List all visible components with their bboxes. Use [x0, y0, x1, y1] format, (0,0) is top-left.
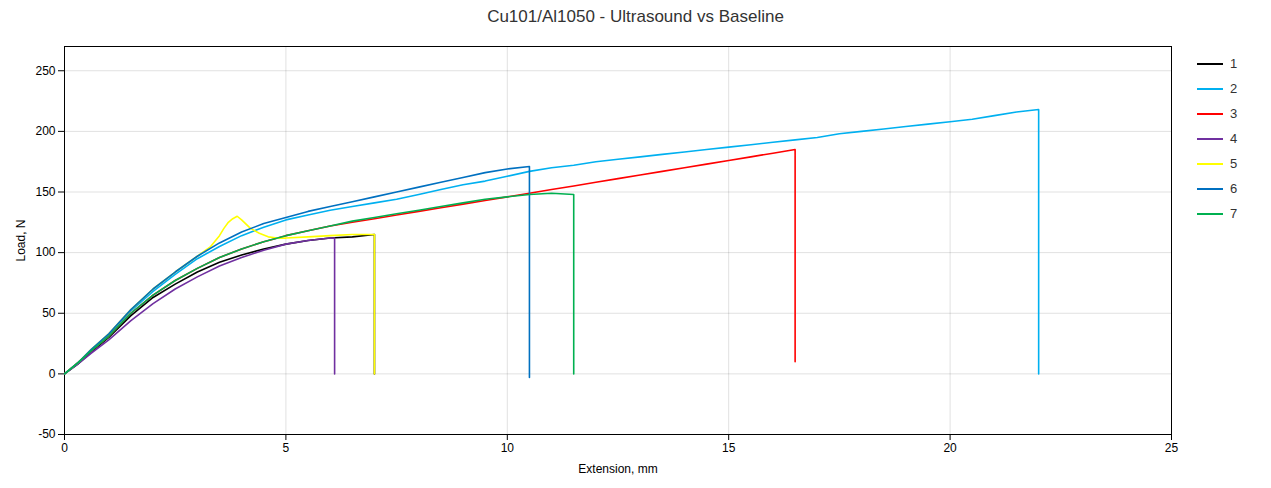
html-text:7: 7 — [1230, 206, 1238, 221]
svg-text:100: 100 — [35, 245, 55, 259]
svg-text:200: 200 — [35, 124, 55, 138]
html-text:4: 4 — [1230, 131, 1238, 146]
svg-text:20: 20 — [943, 441, 957, 455]
html-text:6: 6 — [1230, 181, 1238, 196]
html-text:2: 2 — [1230, 81, 1238, 96]
html-text:5: 5 — [1230, 156, 1238, 171]
svg-text:25: 25 — [1165, 441, 1179, 455]
svg-text:5: 5 — [283, 441, 290, 455]
html-text:1: 1 — [1230, 56, 1238, 71]
html-text:Cu101/Al1050 - Ultrasound vs B: Cu101/Al1050 - Ultrasound vs Baseline — [487, 7, 784, 26]
svg-text:250: 250 — [35, 64, 55, 78]
svg-text:0: 0 — [49, 367, 56, 381]
svg-text:150: 150 — [35, 185, 55, 199]
svg-text:Extension, mm: Extension, mm — [578, 462, 657, 476]
svg-text:-50: -50 — [38, 427, 56, 441]
svg-text:Load, N: Load, N — [14, 219, 28, 261]
svg-text:50: 50 — [42, 306, 56, 320]
html-text:3: 3 — [1230, 106, 1238, 121]
svg-text:15: 15 — [722, 441, 736, 455]
svg-text:0: 0 — [61, 441, 68, 455]
svg-text:10: 10 — [501, 441, 515, 455]
